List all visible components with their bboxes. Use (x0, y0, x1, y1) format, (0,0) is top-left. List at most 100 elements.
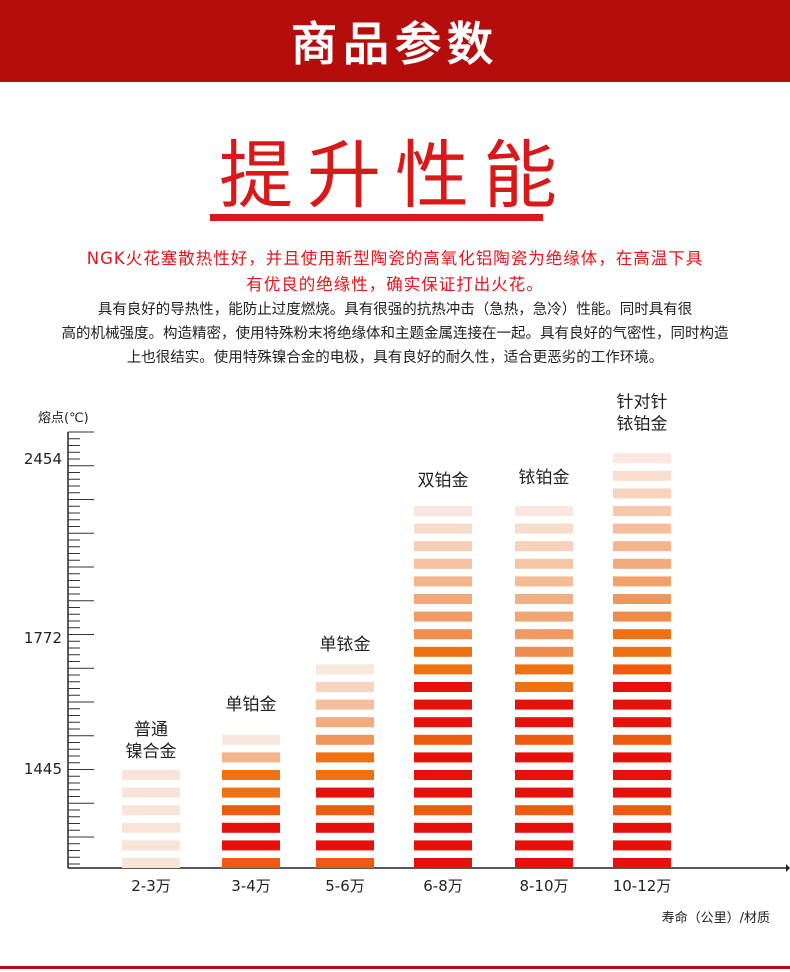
bar-segment (613, 506, 671, 516)
bar-segment (613, 682, 671, 692)
bar-segment (316, 840, 374, 851)
lead-text: NGK火花塞散热性好，并且使用新型陶瓷的高氧化铝陶瓷为绝缘体，在高温下具 有优良… (20, 246, 770, 298)
bar-segment (515, 770, 573, 780)
bar-segment (414, 840, 472, 851)
header-banner: 商品参数 (0, 0, 790, 82)
bar-segment (515, 664, 573, 675)
bar-segment (316, 822, 374, 833)
bar-segment (613, 770, 671, 780)
x-tick-label: 2-3万 (131, 877, 171, 895)
section-title-underline (210, 214, 543, 221)
x-axis-arrow (786, 864, 790, 872)
x-tick-label: 8-10万 (519, 877, 568, 895)
bar-segment (414, 611, 472, 622)
bar-segment (515, 523, 573, 534)
bar-segment (316, 717, 374, 728)
bar-segment (515, 611, 573, 622)
bar-segment (122, 805, 180, 816)
bottom-divider (0, 966, 790, 969)
bar-segment (515, 558, 573, 569)
bar-material-label: 普通 (134, 720, 168, 740)
bar-segment (613, 558, 671, 569)
bar-material-label: 双铂金 (418, 471, 469, 491)
bar-segment (613, 840, 671, 851)
y-tick-label: 1772 (24, 629, 62, 647)
bar-material-label: 单铱金 (320, 635, 371, 655)
bar-segment (414, 787, 472, 798)
bar-segment (414, 858, 472, 868)
body-line: 具有良好的导热性，能防止过度燃烧。具有很强的抗热冲击（急热，急冷）性能。同时具有… (97, 302, 693, 318)
bar-segment (515, 822, 573, 833)
bar-material-label: 针对针 (617, 393, 668, 413)
bar-segment (515, 629, 573, 640)
x-tick-label: 6-8万 (423, 877, 463, 895)
bar-segment (515, 594, 573, 604)
bar-segment (414, 506, 472, 516)
bar-segment (222, 822, 280, 833)
bar-segment (316, 787, 374, 798)
bar-segment (613, 858, 671, 868)
bar-segment (122, 858, 180, 868)
body-line: 高的机械强度。构造精密，使用特殊粉末将绝缘体和主题金属连接在一起。具有良好的气密… (61, 326, 729, 342)
bar-segment (414, 805, 472, 816)
y-tick-label: 2454 (24, 450, 62, 468)
bar-segment (613, 470, 671, 481)
bar-segment (613, 594, 671, 604)
bar-segment (316, 682, 374, 692)
bar-segment (316, 770, 374, 780)
bar-segment (414, 541, 472, 552)
bar-segment (414, 576, 472, 587)
bar-segment (515, 734, 573, 745)
x-tick-label: 5-6万 (325, 877, 365, 895)
bar-segment (515, 682, 573, 692)
bar-segment (414, 822, 472, 833)
x-tick-label: 3-4万 (231, 877, 271, 895)
bar-segment (515, 646, 573, 657)
bar-material-label: 铱铂金 (519, 468, 570, 488)
bar-segment (414, 770, 472, 780)
bar-segment (414, 558, 472, 569)
bar-segment (515, 699, 573, 710)
bar-segment (414, 664, 472, 675)
x-axis-label: 寿命（公里）/材质 (662, 910, 770, 926)
bar-segment (613, 734, 671, 745)
bar-segment (222, 805, 280, 816)
bar-segment (515, 717, 573, 728)
bar-segment (122, 822, 180, 833)
bar-segment (613, 787, 671, 798)
bar-segment (515, 506, 573, 516)
bar-segment (613, 822, 671, 833)
bar-segment (613, 646, 671, 657)
x-tick-label: 10-12万 (613, 877, 672, 895)
bar-segment (316, 805, 374, 816)
bar-segment (515, 752, 573, 763)
bar-segment (613, 576, 671, 587)
bar-segment (414, 523, 472, 534)
bar-segment (515, 840, 573, 851)
bar-material-label: 单铂金 (226, 695, 277, 715)
bar-segment (613, 805, 671, 816)
bar-segment (414, 682, 472, 692)
body-text: 具有良好的导热性，能防止过度燃烧。具有很强的抗热冲击（急热，急冷）性能。同时具有… (10, 298, 780, 370)
bar-segment (613, 453, 671, 464)
bar-segment (316, 664, 374, 675)
bar-segment (613, 752, 671, 763)
bar-segment (122, 840, 180, 851)
y-tick-label: 1445 (24, 760, 62, 778)
bar-segment (613, 488, 671, 499)
section-title: 提升性能 (219, 133, 571, 219)
bar-material-label: 铱铂金 (617, 415, 668, 435)
bar-segment (222, 787, 280, 798)
bar-segment (515, 787, 573, 798)
bar-segment (316, 734, 374, 745)
bar-segment (222, 734, 280, 745)
bar-segment (414, 699, 472, 710)
bar-segment (414, 594, 472, 604)
bar-segment (613, 629, 671, 640)
bar-segment (515, 541, 573, 552)
bar-segment (613, 541, 671, 552)
bar-segment (222, 752, 280, 763)
lead-line: NGK火花塞散热性好，并且使用新型陶瓷的高氧化铝陶瓷为绝缘体，在高温下具 (86, 249, 704, 268)
bar-segment (122, 770, 180, 780)
